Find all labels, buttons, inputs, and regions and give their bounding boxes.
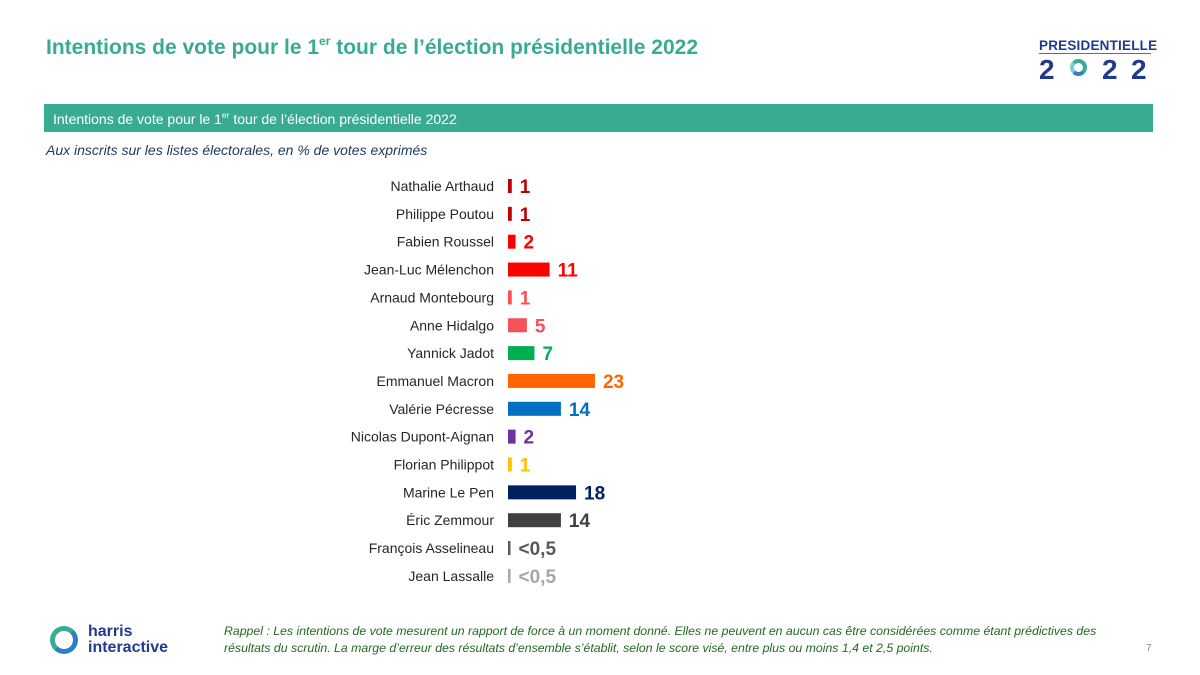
vote-intention-chart: Nathalie Arthaud 1 Philippe Poutou 1 Fabien … (351, 177, 624, 588)
data-label: <0,5 (519, 567, 557, 588)
category-label: Marine Le Pen (403, 484, 494, 500)
bar (508, 513, 561, 528)
category-label: Arnaud Montebourg (370, 289, 494, 305)
data-label: <0,5 (519, 539, 557, 560)
harris-interactive-logo: harris interactive (50, 624, 190, 660)
data-label: 7 (542, 344, 553, 365)
page-number: 7 (1146, 643, 1152, 654)
bar (508, 429, 516, 444)
bar (508, 318, 527, 333)
logo-digit: 2 (1131, 54, 1147, 85)
category-label: Fabien Roussel (397, 234, 494, 250)
bar (508, 541, 511, 556)
category-label: Anne Hidalgo (410, 317, 494, 333)
bar (508, 457, 512, 472)
page-title: Intentions de vote pour le 1er tour de l… (46, 34, 698, 59)
category-label: Éric Zemmour (406, 512, 494, 528)
data-label: 1 (520, 177, 531, 198)
logo-ring-icon (1070, 59, 1087, 76)
category-label: Valérie Pécresse (389, 401, 494, 417)
presidentielle-2022-logo: PRESIDENTIELLE 2 2 2 (1036, 38, 1157, 85)
data-label: 23 (603, 372, 624, 393)
bar (508, 262, 550, 277)
footnote-rappel: Rappel : Les intentions de vote mesurent… (224, 624, 1097, 655)
logo-digits: 2 2 2 (1036, 55, 1152, 85)
logo-underline (1039, 53, 1151, 54)
category-label: Jean-Luc Mélenchon (364, 262, 494, 278)
data-label: 1 (520, 288, 531, 309)
logo-wordmark: PRESIDENTIELLE (1039, 38, 1158, 53)
bar (508, 401, 561, 416)
data-label: 2 (524, 233, 535, 254)
bar (508, 234, 516, 249)
category-label: François Asselineau (369, 540, 494, 556)
category-label: Jean Lassalle (408, 568, 494, 584)
data-label: 11 (558, 261, 579, 282)
data-label: 1 (520, 456, 531, 477)
chart-subtitle: Aux inscrits sur les listes électorales,… (46, 142, 428, 158)
data-label: 18 (584, 483, 605, 504)
category-label: Nicolas Dupont-Aignan (351, 429, 494, 445)
data-label: 14 (569, 511, 591, 532)
harris-ring-icon (50, 626, 78, 654)
harris-wordmark: harris interactive (88, 623, 169, 656)
banner-title: Intentions de vote pour le 1er tour de l… (53, 110, 457, 127)
chart-banner: Intentions de vote pour le 1er tour de l… (44, 104, 1153, 132)
bar (508, 290, 512, 305)
bar (508, 179, 512, 193)
data-label: 5 (535, 316, 546, 337)
logo-digit: 2 (1102, 54, 1118, 85)
logo-digit: 2 (1039, 54, 1055, 85)
bar (508, 485, 577, 500)
category-label: Nathalie Arthaud (390, 178, 494, 194)
category-label: Emmanuel Macron (377, 373, 495, 389)
data-label: 1 (520, 205, 531, 226)
category-label: Philippe Poutou (396, 206, 494, 222)
bar (508, 568, 511, 583)
data-label: 2 (524, 428, 535, 449)
bar (508, 206, 512, 221)
bar (508, 346, 535, 361)
bar (508, 373, 595, 388)
data-label: 14 (569, 400, 591, 421)
category-label: Yannick Jadot (407, 345, 494, 361)
category-label: Florian Philippot (394, 457, 494, 473)
